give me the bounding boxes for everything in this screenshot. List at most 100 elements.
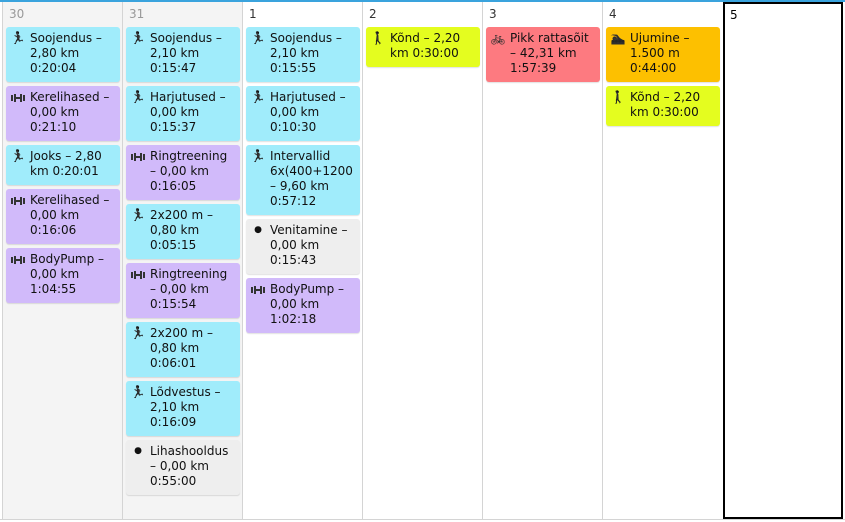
calendar-bottom-border	[0, 519, 845, 520]
event-list: 🚲 Pikk rattasõit – 42,31 km 1:57:39	[486, 27, 600, 86]
event-text-line: BodyPump –	[30, 252, 105, 266]
event-text-line: 6x(400+1200	[270, 164, 353, 178]
dumbbell-icon	[10, 195, 26, 210]
event-text-line: Harjutused –	[150, 90, 226, 104]
workout-event[interactable]: Kerelihased –0,00 km 0:16:06	[6, 189, 120, 244]
event-text-line: km 0:30:00	[390, 46, 459, 60]
running-icon: 🏃	[250, 90, 266, 104]
event-text-line: Intervallid	[270, 149, 331, 163]
event-text-line: 2,10 km	[150, 46, 200, 60]
swimming-icon: 🏊	[610, 31, 626, 45]
day-cell-1[interactable]: 1 🏃 Soojendus –2,10 km 0:15:55 🏃 Harjutused –…	[242, 2, 362, 519]
workout-event[interactable]: 🏃 Harjutused –0,00 km 0:10:30	[246, 86, 360, 141]
workout-event[interactable]: BodyPump –0,00 km 1:02:18	[246, 278, 360, 333]
workout-event[interactable]: 🏃 Lõdvestus –2,10 km 0:16:09	[126, 381, 240, 436]
workout-event[interactable]: 🚲 Pikk rattasõit – 42,31 km 1:57:39	[486, 27, 600, 82]
day-number: 1	[249, 7, 257, 21]
workout-event[interactable]: 🏃 Soojendus –2,80 km 0:20:04	[6, 27, 120, 82]
event-text-line: 2,10 km	[270, 46, 320, 60]
event-text-line: Pikk rattasõit	[510, 31, 589, 45]
event-text-line: Soojendus –	[270, 31, 342, 45]
dumbbell-icon	[250, 284, 266, 299]
dumbbell-icon	[10, 254, 26, 269]
workout-event[interactable]: Kerelihased –0,00 km 0:21:10	[6, 86, 120, 141]
day-cell-31[interactable]: 31 🏃 Soojendus –2,10 km 0:15:47 🏃 Harjutused …	[122, 2, 242, 519]
running-icon: 🏃	[130, 31, 146, 45]
workout-event[interactable]: 🏃 Soojendus –2,10 km 0:15:55	[246, 27, 360, 82]
running-icon: 🏃	[130, 385, 146, 399]
day-cell-30[interactable]: 30 🏃 Soojendus –2,80 km 0:20:04 Kerelihased …	[2, 2, 122, 519]
event-list: 🏃 Soojendus –2,10 km 0:15:47 🏃 Harjutused –0…	[126, 27, 240, 499]
workout-event[interactable]: 🏃 Harjutused –0,00 km 0:15:37	[126, 86, 240, 141]
event-text-line: 2,10 km	[150, 400, 200, 414]
event-list: 🏃 Soojendus –2,80 km 0:20:04 Kerelihased –0…	[6, 27, 120, 307]
event-text-line: 0:55:00	[150, 474, 197, 488]
event-list: 🏃 Soojendus –2,10 km 0:15:55 🏃 Harjutused –0…	[246, 27, 360, 337]
event-text-line: 0:57:12	[270, 194, 317, 208]
day-cell-2[interactable]: 2 🚶 Kõnd – 2,20 km 0:30:00	[362, 2, 482, 519]
event-text-line: 0,80 km	[150, 223, 200, 237]
event-text-line: 2,80 km	[30, 46, 80, 60]
event-text-line: Ringtreening	[150, 267, 228, 281]
event-text-line: Harjutused –	[270, 90, 346, 104]
day-number: 4	[609, 7, 617, 21]
event-text-line: 1.500 m	[630, 46, 680, 60]
event-text-line: 2x200 m –	[150, 326, 213, 340]
event-text-line: Soojendus –	[30, 31, 102, 45]
workout-event[interactable]: 🏃 2x200 m –0,80 km 0:06:01	[126, 322, 240, 377]
event-text-line: Kerelihased –	[30, 193, 110, 207]
workout-event[interactable]: Ringtreening – 0,00 km 0:15:54	[126, 263, 240, 318]
event-text-line: 0:16:09	[150, 415, 197, 429]
workout-event[interactable]: Ringtreening – 0,00 km 0:16:05	[126, 145, 240, 200]
day-number: 5	[730, 8, 738, 22]
event-text-line: 0,00 km	[30, 208, 80, 222]
running-icon: 🏃	[10, 149, 26, 163]
event-text-line: 0:16:06	[30, 223, 77, 237]
workout-event[interactable]: 🏊 Ujumine –1.500 m 0:44:00	[606, 27, 720, 82]
event-text-line: Venitamine –	[270, 223, 348, 237]
workout-event[interactable]: 🏃 Soojendus –2,10 km 0:15:47	[126, 27, 240, 82]
running-icon: 🏃	[130, 208, 146, 222]
day-cell-5[interactable]: 5	[723, 2, 843, 519]
day-number: 31	[129, 7, 145, 21]
workout-event[interactable]: 🚶 Kõnd – 2,20 km 0:30:00	[366, 27, 480, 67]
day-number: 2	[369, 7, 377, 21]
event-text-line: 0,00 km	[270, 105, 320, 119]
workout-event[interactable]: BodyPump –0,00 km 1:04:55	[6, 248, 120, 303]
event-text-line: 2x200 m –	[150, 208, 213, 222]
event-text-line: 0:21:10	[30, 120, 77, 134]
running-icon: 🏃	[250, 31, 266, 45]
event-text-line: 0,00 km	[30, 267, 80, 281]
event-text-line: 0:20:04	[30, 61, 77, 75]
walking-icon: 🚶	[610, 90, 626, 104]
event-text-line: – 0,00 km	[150, 459, 209, 473]
running-icon: 🏃	[130, 326, 146, 340]
workout-event[interactable]: 🏃 Intervallid 6x(400+1200– 9,60 km 0:57:12	[246, 145, 360, 215]
event-text-line: 0:15:55	[270, 61, 317, 75]
event-text-line: Soojendus –	[150, 31, 222, 45]
event-text-line: Ujumine –	[630, 31, 690, 45]
event-text-line: – 42,31 km	[510, 46, 577, 60]
event-text-line: 0:06:01	[150, 356, 197, 370]
workout-event[interactable]: ● Venitamine –0,00 km 0:15:43	[246, 219, 360, 274]
event-text-line: Kõnd – 2,20	[630, 90, 701, 104]
event-text-line: – 0,00 km	[150, 164, 209, 178]
event-text-line: km 0:20:01	[30, 164, 99, 178]
day-cell-4[interactable]: 4 🏊 Ujumine –1.500 m 0:44:00 🚶 Kõnd – 2,20 km …	[602, 2, 722, 519]
calendar-top-border	[0, 0, 845, 2]
workout-event[interactable]: 🚶 Kõnd – 2,20 km 0:30:00	[606, 86, 720, 126]
workout-event[interactable]: ● Lihashooldus – 0,00 km 0:55:00	[126, 440, 240, 495]
workout-event[interactable]: 🏃 Jooks – 2,80 km 0:20:01	[6, 145, 120, 185]
event-text-line: 0:15:54	[150, 297, 197, 311]
dumbbell-icon	[10, 92, 26, 107]
event-text-line: – 9,60 km	[270, 179, 329, 193]
event-text-line: Ringtreening	[150, 149, 228, 163]
day-cell-3[interactable]: 3 🚲 Pikk rattasõit – 42,31 km 1:57:39	[482, 2, 602, 519]
event-text-line: Kerelihased –	[30, 90, 110, 104]
event-text-line: 0:10:30	[270, 120, 317, 134]
event-text-line: 0:15:43	[270, 253, 317, 267]
event-text-line: Jooks – 2,80	[30, 149, 102, 163]
event-text-line: 1:57:39	[510, 61, 557, 75]
workout-event[interactable]: 🏃 2x200 m –0,80 km 0:05:15	[126, 204, 240, 259]
running-icon: 🏃	[130, 90, 146, 104]
